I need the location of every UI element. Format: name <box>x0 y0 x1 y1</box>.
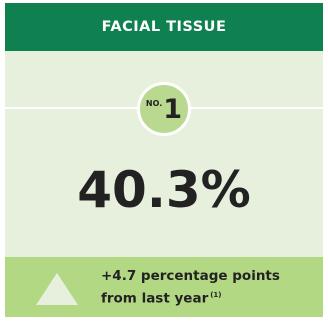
change-line-1: +4.7 percentage points <box>101 268 280 284</box>
change-text: +4.7 percentage points from last year (1) <box>101 267 315 309</box>
market-share-value: 40.3% <box>77 161 251 219</box>
rank-number: 1 <box>163 93 183 125</box>
change-line-2: from last year (1) <box>101 286 315 309</box>
change-line-2-text: from last year <box>101 290 209 307</box>
triangle-up-icon <box>36 273 78 305</box>
category-title: FACIAL TISSUE <box>101 19 227 35</box>
category-header: FACIAL TISSUE <box>5 3 323 51</box>
footnote-marker: (1) <box>210 291 222 299</box>
rank-prefix: NO. <box>145 98 163 108</box>
stat-card: FACIAL TISSUE NO. 1 40.3% +4.7 percentag… <box>5 3 323 317</box>
rank-badge: NO. 1 <box>137 82 191 136</box>
change-box: +4.7 percentage points from last year (1) <box>5 257 323 317</box>
